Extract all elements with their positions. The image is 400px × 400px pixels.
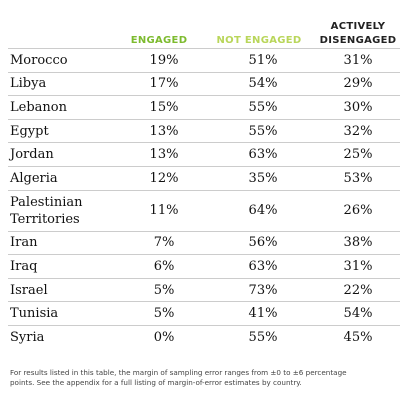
table-row: Tunisia 5% 41% 54% [8,301,400,326]
header-not-engaged: NOT ENGAGED [216,35,302,46]
engaged-cell: 0% [118,324,210,349]
actively-disengaged-cell: 26% [316,189,400,232]
not-engaged-cell: 55% [210,324,316,349]
not-engaged-cell: 51% [210,48,316,73]
not-engaged-cell: 63% [210,254,316,279]
header-actively-line2: DISENGAGED [319,35,397,46]
engaged-cell: 11% [118,189,210,232]
not-engaged-cell: 55% [210,95,316,120]
engaged-cell: 17% [118,71,210,96]
header-engaged: ENGAGED [130,35,188,46]
country-cell: Syria [8,324,118,349]
actively-disengaged-cell: 38% [316,230,400,255]
country-cell: Israel [8,277,118,302]
actively-disengaged-cell: 31% [316,254,400,279]
not-engaged-cell: 63% [210,142,316,167]
engaged-cell: 15% [118,95,210,120]
not-engaged-cell: 54% [210,71,316,96]
engaged-cell: 5% [118,301,210,326]
table-row: Israel 5% 73% 22% [8,277,400,302]
country-cell: Jordan [8,142,118,167]
engaged-cell: 13% [118,142,210,167]
country-cell: Lebanon [8,95,118,120]
footnote: For results listed in this table, the ma… [10,368,398,388]
table-row: Iran 7% 56% 38% [8,230,400,255]
actively-disengaged-cell: 25% [316,142,400,167]
country-line2: Territories [10,211,80,227]
footnote-line1: For results listed in this table, the ma… [10,368,347,377]
country-cell: Egypt [8,118,118,143]
actively-disengaged-cell: 29% [316,71,400,96]
table-row: Morocco 19% 51% 31% [8,48,400,73]
table-row: Iraq 6% 63% 31% [8,254,400,279]
engaged-cell: 7% [118,230,210,255]
engaged-cell: 5% [118,277,210,302]
country-line1: Palestinian [10,194,83,210]
table-row: Algeria 12% 35% 53% [8,165,400,191]
actively-disengaged-cell: 53% [316,165,400,191]
not-engaged-cell: 64% [210,189,316,232]
country-cell: Algeria [8,165,118,191]
engaged-cell: 6% [118,254,210,279]
country-cell: Libya [8,71,118,96]
country-cell: Palestinian Territories [8,189,118,232]
table-row: Palestinian Territories 11% 64% 26% [8,189,400,232]
actively-disengaged-cell: 30% [316,95,400,120]
engaged-cell: 13% [118,118,210,143]
actively-disengaged-cell: 31% [316,48,400,73]
engagement-table: Morocco 19% 51% 31% Libya 17% 54% 29% Le… [8,48,400,349]
not-engaged-cell: 73% [210,277,316,302]
footnote-line2: points. See the appendix for a full list… [10,378,302,387]
actively-disengaged-cell: 54% [316,301,400,326]
engaged-cell: 12% [118,165,210,191]
table-row: Lebanon 15% 55% 30% [8,95,400,120]
country-cell: Iran [8,230,118,255]
table-row: Egypt 13% 55% 32% [8,118,400,143]
not-engaged-cell: 55% [210,118,316,143]
actively-disengaged-cell: 32% [316,118,400,143]
not-engaged-cell: 35% [210,165,316,191]
country-cell: Tunisia [8,301,118,326]
country-cell: Iraq [8,254,118,279]
not-engaged-cell: 56% [210,230,316,255]
country-cell: Morocco [8,48,118,73]
actively-disengaged-cell: 45% [316,324,400,349]
table-row: Syria 0% 55% 45% [8,324,400,349]
actively-disengaged-cell: 22% [316,277,400,302]
header-actively-line1: ACTIVELY [330,21,386,32]
table-row: Jordan 13% 63% 25% [8,142,400,167]
header-actively-disengaged: ACTIVELY DISENGAGED [316,20,400,48]
not-engaged-cell: 41% [210,301,316,326]
engaged-cell: 19% [118,48,210,73]
column-headers: ENGAGED NOT ENGAGED ACTIVELY DISENGAGED [0,12,400,48]
table-row: Libya 17% 54% 29% [8,71,400,96]
